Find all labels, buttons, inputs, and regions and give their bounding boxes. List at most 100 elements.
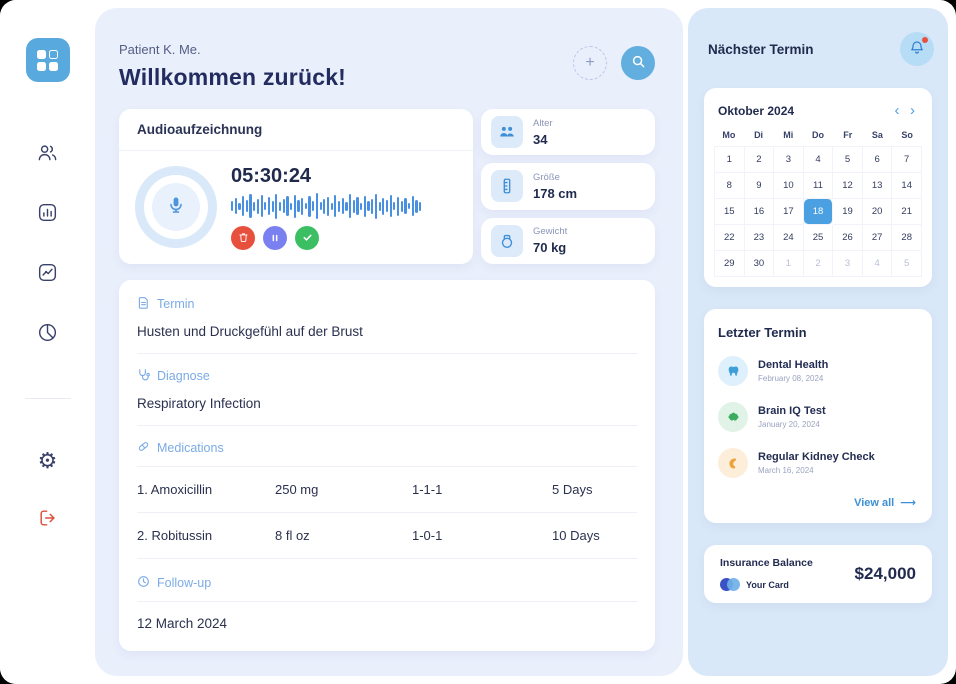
medications-label: Medications [157,441,224,455]
calendar-day[interactable]: 1 [715,147,745,173]
calendar-day[interactable]: 9 [744,173,775,199]
medication-schedule: 1-1-1 [412,482,443,497]
notification-dot [922,37,928,43]
diagnose-label: Diagnose [157,369,210,383]
sidebar-item-reports[interactable] [36,322,60,346]
appointment-date: March 16, 2024 [758,466,814,475]
calendar-weekdays: Mo Di Mi Do Fr Sa So [714,130,922,146]
bar-chart-icon [37,202,58,226]
audio-recording-card: Audioaufzeichnung 05:30:24 [119,109,473,264]
users-icon [37,142,58,166]
appointment-item[interactable]: Dental Health February 08, 2024 [718,356,918,386]
medications-section-label: Medications [137,440,637,456]
calendar-day[interactable]: 27 [862,225,893,251]
calendar-day-selected[interactable]: 18 [803,199,834,225]
card-name: Your Card [746,579,789,590]
calendar-day[interactable]: 14 [892,173,922,199]
medications-table: 1. Amoxicillin 250 mg 1-1-1 5 Days 2. Ro… [137,467,637,559]
sidebar-item-statistics[interactable] [36,202,60,226]
medication-dose: 250 mg [275,482,319,497]
calendar-day[interactable]: 24 [774,225,804,251]
calendar-day[interactable]: 7 [892,147,922,173]
sidebar-item-patients[interactable] [36,142,60,166]
microphone-button[interactable] [135,165,217,248]
right-panel-title: Nächster Termin [708,41,814,57]
calendar-day[interactable]: 6 [862,147,893,173]
delete-recording-button[interactable] [231,226,255,250]
calendar-day[interactable]: 3 [833,251,863,277]
appointment-item[interactable]: Regular Kidney Check March 16, 2024 [718,448,918,478]
divider [137,425,637,426]
calendar-day[interactable]: 12 [833,173,863,199]
recording-timer: 05:30:24 [231,165,312,187]
logout-button[interactable] [36,507,60,531]
followup-text: 12 March 2024 [137,616,228,631]
medication-duration: 10 Days [552,528,600,543]
calendar-day[interactable]: 10 [774,173,804,199]
weekday-label: So [901,130,913,140]
calendar-day[interactable]: 25 [803,225,834,251]
add-button[interactable]: + [573,46,607,80]
calendar-next-button[interactable]: › [907,103,918,118]
settings-button[interactable]: ⚙ [36,449,60,473]
sidebar-item-activity[interactable] [36,262,60,286]
last-appointments-title: Letzter Termin [718,325,807,340]
calendar-day[interactable]: 16 [744,199,775,225]
patient-label: Patient K. Me. [119,42,201,57]
calendar-day[interactable]: 20 [862,199,893,225]
calendar-day[interactable]: 11 [803,173,834,199]
stat-label: Gewicht [533,226,568,238]
calendar-day[interactable]: 3 [774,147,804,173]
calendar-day[interactable]: 15 [715,199,745,225]
pause-recording-button[interactable] [263,226,287,250]
divider [137,353,637,354]
weekday-label: Di [754,130,764,140]
calendar-day[interactable]: 21 [892,199,922,225]
search-button[interactable] [621,46,655,80]
calendar-grid: 1 2 3 4 5 6 7 8 9 10 11 12 13 14 15 16 17 18 19 20 21 22 23 24 2… [714,146,922,277]
calendar-day[interactable]: 4 [862,251,893,277]
notifications-button[interactable] [900,32,934,66]
stat-value: 178 cm [533,185,578,201]
calendar-day[interactable]: 1 [774,251,804,277]
calendar-day[interactable]: 17 [774,199,804,225]
sidebar-nav [36,142,60,346]
calendar-day[interactable]: 26 [833,225,863,251]
view-all-link[interactable]: View all ⟶ [718,494,918,513]
calendar-day[interactable]: 5 [833,147,863,173]
brain-icon [718,402,748,432]
app-logo[interactable] [25,38,70,82]
diagnose-section-label: Diagnose [137,368,637,384]
kidney-icon [718,448,748,478]
divider [137,601,637,602]
medication-dose: 8 fl oz [275,528,310,543]
pie-chart-icon [37,322,58,346]
calendar-day[interactable]: 4 [803,147,834,173]
pause-icon [270,231,280,246]
weekday-label: Do [811,130,824,140]
calendar-day[interactable]: 30 [744,251,775,277]
stat-card-weight: Gewicht 70 kg [481,217,655,264]
calendar-day[interactable]: 19 [833,199,863,225]
calendar-day[interactable]: 28 [892,225,922,251]
calendar-day[interactable]: 2 [803,251,834,277]
stat-card-height: Größe 178 cm [481,163,655,210]
calendar-day[interactable]: 23 [744,225,775,251]
calendar-day[interactable]: 2 [744,147,775,173]
ruler-icon [491,170,523,203]
calendar-day[interactable]: 22 [715,225,745,251]
calendar-day[interactable]: 13 [862,173,893,199]
appointment-item[interactable]: Brain IQ Test January 20, 2024 [718,402,918,432]
confirm-recording-button[interactable] [295,226,319,250]
search-icon [631,54,646,72]
last-appointments-card: Letzter Termin Dental Health February 08… [704,309,932,523]
diagnose-text: Respiratory Infection [137,396,261,411]
calendar-day[interactable]: 8 [715,173,745,199]
calendar-prev-button[interactable]: ‹ [892,103,903,118]
document-icon [137,296,150,312]
calendar-day[interactable]: 29 [715,251,745,277]
page-title: Willkommen zurück! [119,64,347,90]
calendar-day[interactable]: 5 [892,251,922,277]
stat-value: 34 [533,131,548,147]
followup-label: Follow-up [157,576,212,590]
